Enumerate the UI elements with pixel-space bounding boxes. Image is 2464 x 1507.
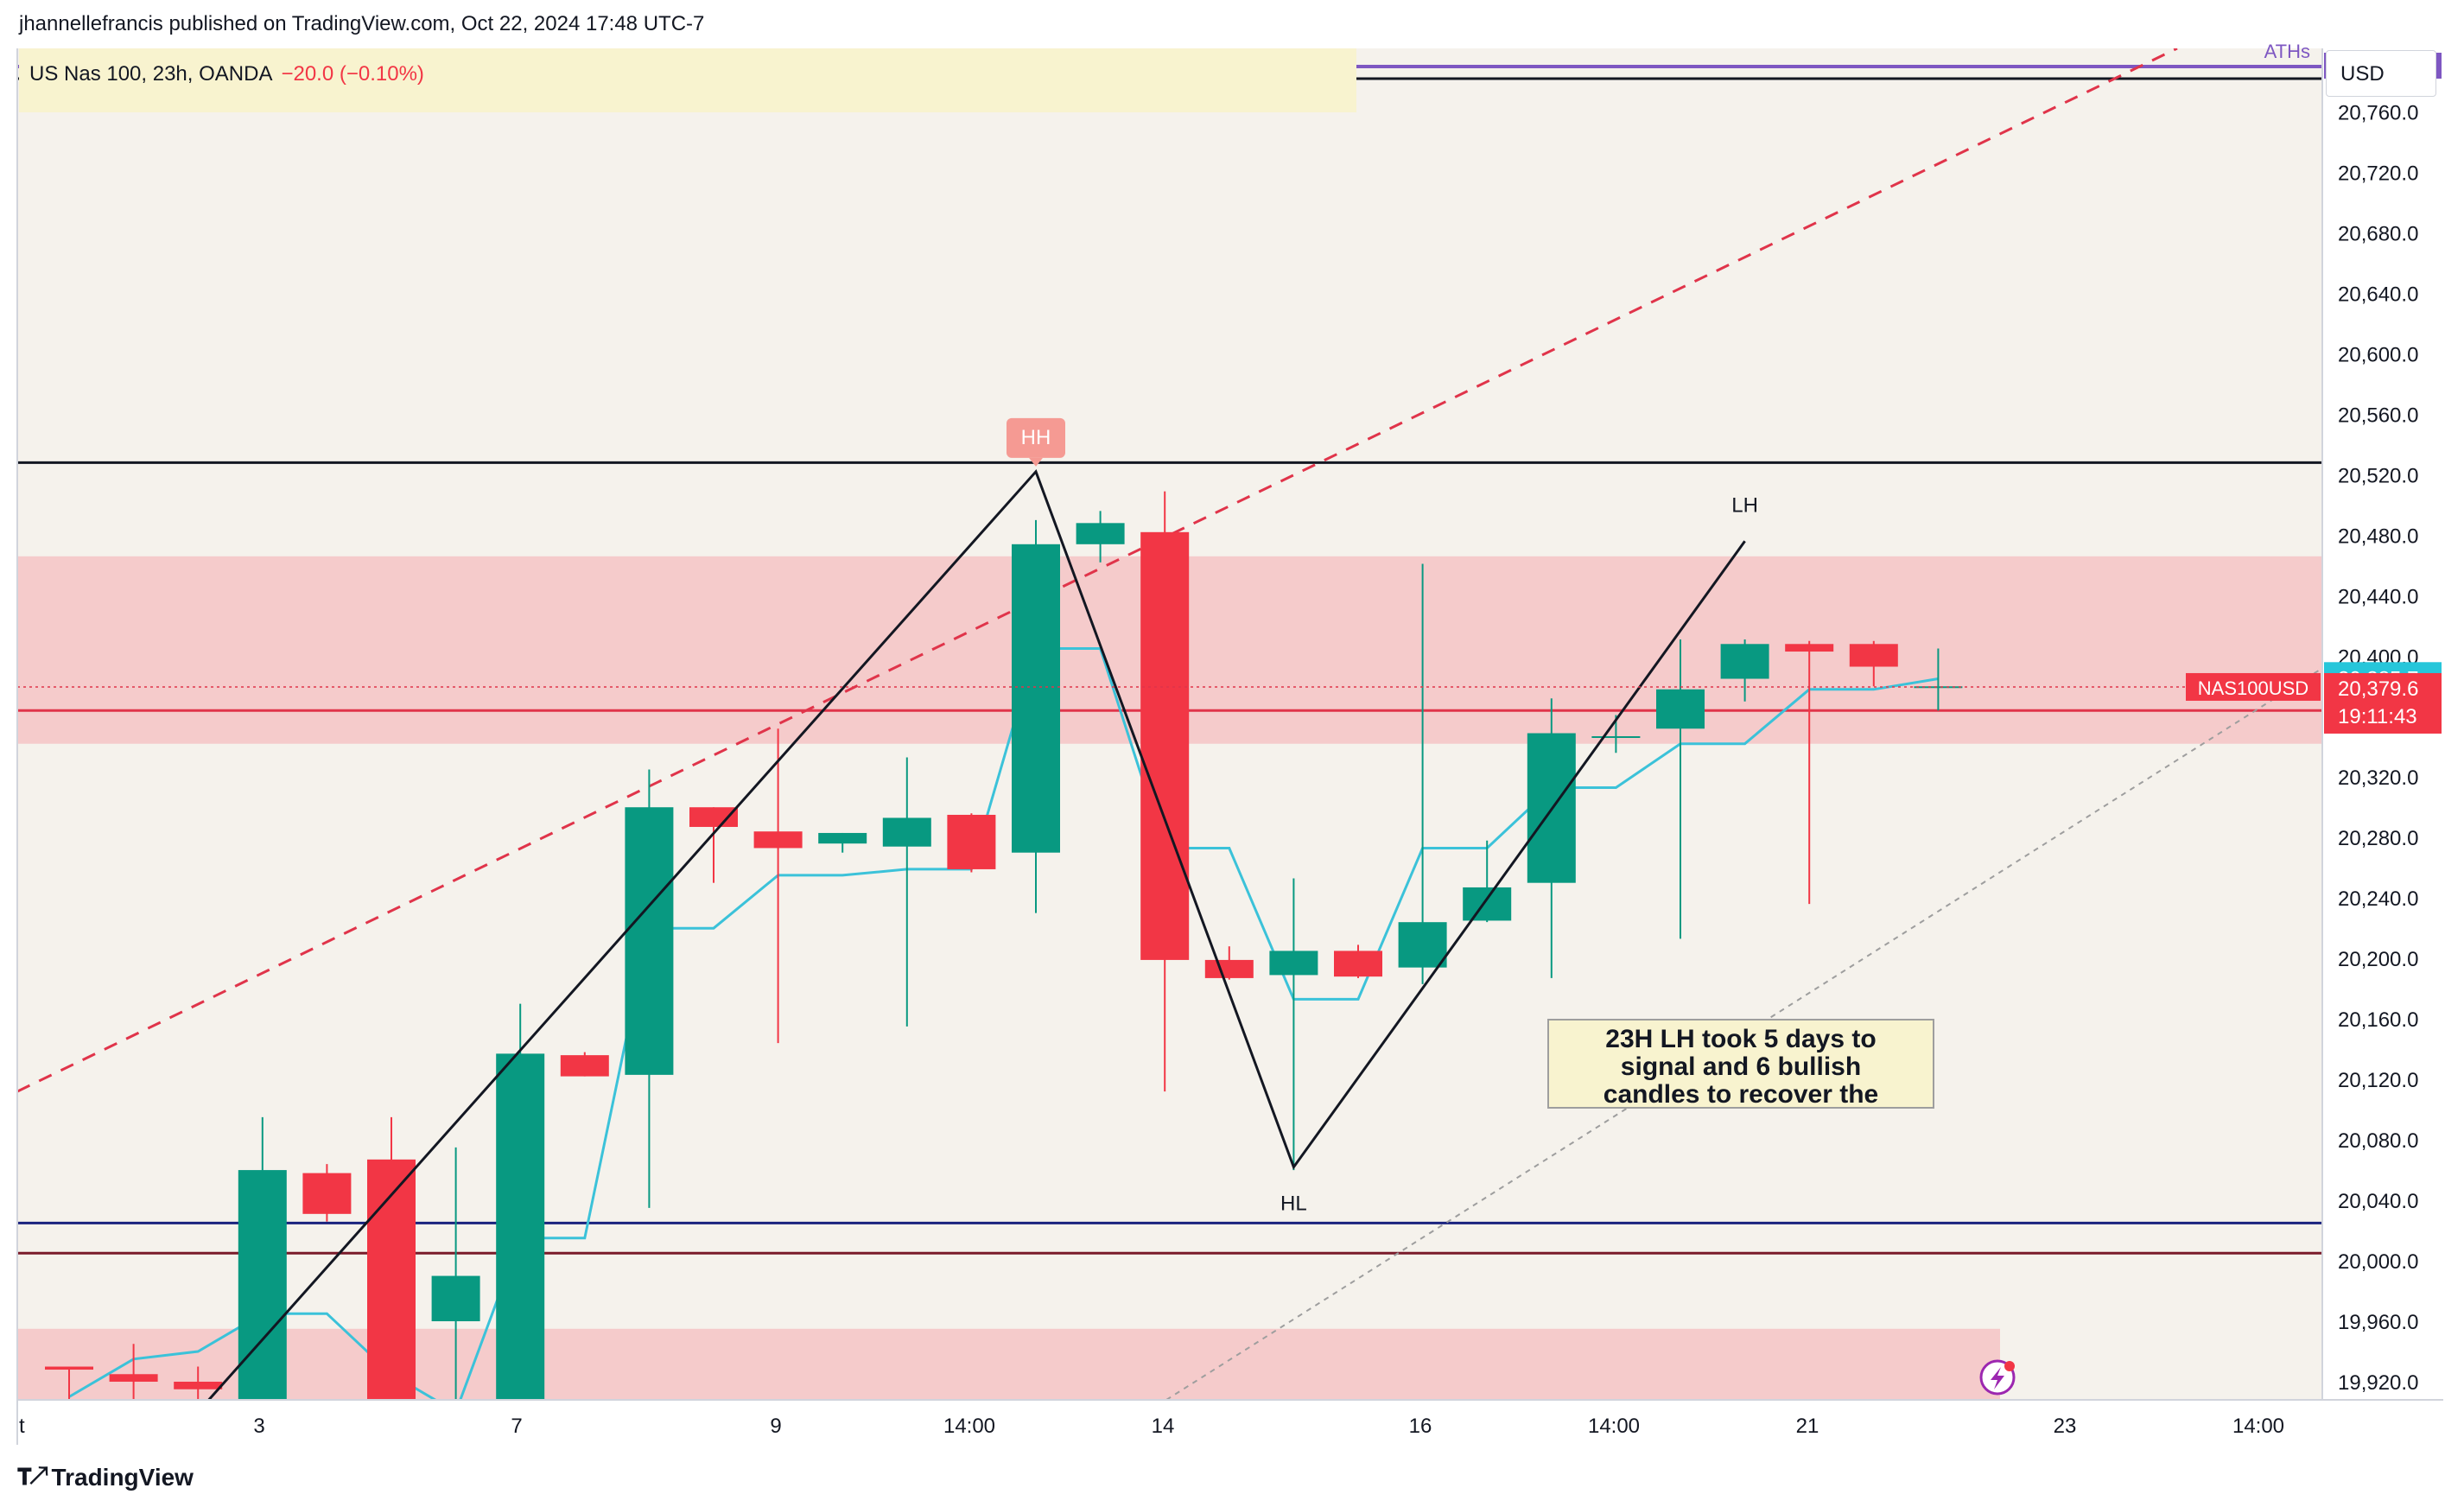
note-box [1547,1019,1934,1109]
y-tick-label: 20,280.0 [2338,827,2418,850]
y-tick-label: 20,480.0 [2338,525,2418,548]
x-tick-label: 14:00 [943,1415,995,1438]
candle-body [560,1055,609,1077]
x-tick-label: 14 [1152,1415,1175,1438]
y-tick-label: 20,120.0 [2338,1069,2418,1092]
tradingview-mark-icon: 𝐓↗ [17,1464,48,1490]
x-tick-label: t [19,1415,25,1438]
note-line: signal and 6 bullish [1621,1052,1861,1081]
x-tick-label: 14:00 [1588,1415,1640,1438]
candle-body [1656,689,1705,729]
y-tick-label: 20,160.0 [2338,1008,2418,1032]
candle-body [45,1366,93,1370]
alert-dot [2004,1361,2015,1371]
candle-body [1914,686,1963,689]
x-tick-label: 14:00 [2232,1415,2284,1438]
hl-label: HL [1280,1192,1307,1216]
candle-body [1269,951,1318,976]
y-tick-label: 20,040.0 [2338,1190,2418,1213]
candle-body [1591,735,1641,738]
candle-body [496,1053,545,1400]
candle-body [1334,951,1382,977]
hh-label-pointer [1029,457,1043,467]
candle-body [174,1382,223,1389]
candle-body [818,832,867,844]
symbol-title[interactable]: US Nas 100, 23h, OANDA [29,62,273,86]
y-tick-label: 20,080.0 [2338,1129,2418,1153]
x-tick-label: 3 [253,1415,264,1438]
y-tick-label: 20,000.0 [2338,1250,2418,1274]
dashed-trendline [17,48,2178,1093]
y-tick-label: 20,440.0 [2338,585,2418,608]
time-axis-panel [17,1400,2322,1445]
candle-body [1720,644,1769,679]
y-tick-label: 20,560.0 [2338,404,2418,427]
candle-body [947,814,996,869]
candle-body [689,807,738,827]
candle-body [753,831,803,849]
y-tick-label: 19,920.0 [2338,1371,2418,1395]
candle-body [1076,523,1125,544]
x-tick-label: 9 [770,1415,781,1438]
x-tick-label: 21 [1796,1415,1819,1438]
candle-body [1849,644,1898,667]
y-tick-label: 20,680.0 [2338,222,2418,245]
publish-line: jhannellefrancis published on TradingVie… [19,12,705,35]
candle-body [1785,644,1834,652]
candle-body [431,1275,480,1322]
y-tick-label: 20,240.0 [2338,887,2418,911]
note-line: candles to recover the [1604,1080,1878,1109]
symbol-tag: NAS100USD [2198,677,2308,699]
y-tick-label: 20,320.0 [2338,766,2418,790]
x-tick-label: 23 [2054,1415,2077,1438]
x-tick-label: 7 [511,1415,522,1438]
current-price-badge: 20,379.6 [2338,677,2418,701]
candle-body [302,1173,352,1214]
lh-label: LH [1731,493,1758,517]
hh-label: HH [1021,426,1051,449]
candle-body [1012,544,1060,853]
tradingview-logo[interactable]: 𝐓↗ TradingView [17,1464,194,1491]
y-tick-label: 20,520.0 [2338,464,2418,487]
lightning-bolt [1991,1367,2004,1389]
brand-name: TradingView [51,1464,194,1491]
symbol-tag-box [2186,672,2321,701]
candle-body [1398,922,1447,968]
candle-body [367,1159,416,1400]
note-line: 23H LH took 5 days to [1605,1025,1876,1053]
candle-body [109,1374,158,1383]
price-change: −20.0 (−0.10%) [281,62,424,86]
currency-button[interactable]: USD [2326,50,2436,97]
current-price-badge-box [2324,672,2442,734]
candle-body [238,1170,287,1400]
legend: US Nas 100, 23h, OANDA −20.0 (−0.10%) [29,62,424,86]
demand-zone [17,1328,2000,1400]
countdown-badge: 19:11:43 [2338,705,2417,728]
candle-body [1204,959,1254,978]
candle-body [1463,887,1512,921]
x-tick-label: 16 [1409,1415,1432,1438]
candle-body [882,817,931,847]
y-tick-label: 19,960.0 [2338,1311,2418,1334]
y-tick-label: 20,200.0 [2338,948,2418,971]
y-tick-label: 20,720.0 [2338,162,2418,185]
zigzag-structure-line [206,468,1746,1400]
candle-body [1140,531,1190,960]
aths-label: ATHs [2264,41,2310,62]
y-tick-label: 20,640.0 [2338,283,2418,306]
y-tick-label: 20,600.0 [2338,343,2418,366]
hh-label-box [1007,417,1065,458]
y-tick-label: 20,760.0 [2338,101,2418,124]
legend-panel [19,48,1356,112]
candle-body [625,807,674,1075]
